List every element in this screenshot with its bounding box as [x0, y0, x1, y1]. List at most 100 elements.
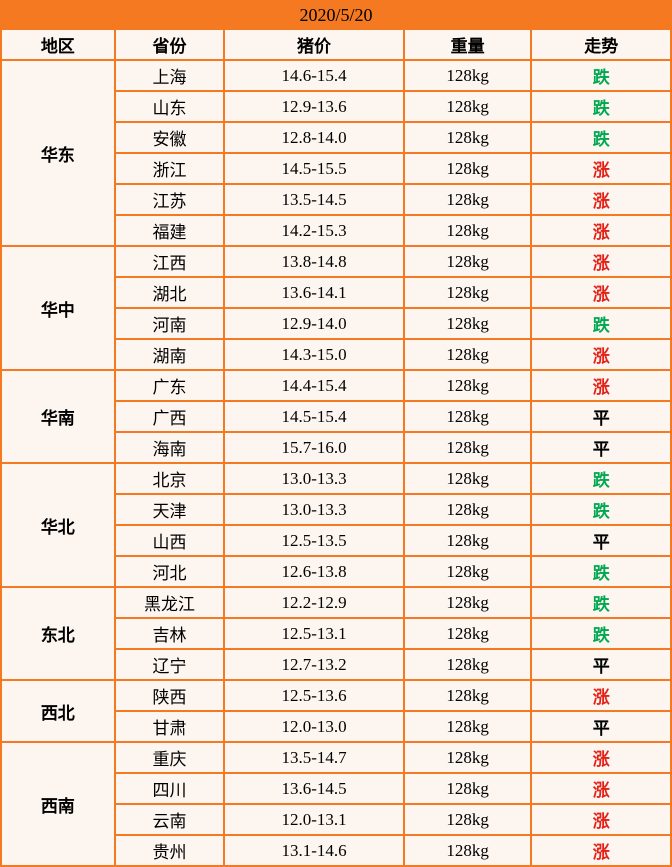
- price-cell: 12.8-14.0: [224, 122, 403, 153]
- province-cell: 江西: [115, 246, 225, 277]
- price-cell: 14.4-15.4: [224, 370, 403, 401]
- weight-cell: 128kg: [404, 835, 532, 866]
- trend-cell: 平: [531, 432, 671, 463]
- price-cell: 12.5-13.1: [224, 618, 403, 649]
- province-cell: 吉林: [115, 618, 225, 649]
- weight-cell: 128kg: [404, 649, 532, 680]
- trend-cell: 跌: [531, 91, 671, 122]
- price-cell: 14.6-15.4: [224, 60, 403, 91]
- region-cell: 华南: [1, 370, 115, 463]
- province-cell: 云南: [115, 804, 225, 835]
- table-row: 华中江西13.8-14.8128kg涨: [1, 246, 671, 277]
- trend-cell: 平: [531, 711, 671, 742]
- price-cell: 13.6-14.5: [224, 773, 403, 804]
- province-cell: 福建: [115, 215, 225, 246]
- table-row: 华南广东14.4-15.4128kg涨: [1, 370, 671, 401]
- province-cell: 浙江: [115, 153, 225, 184]
- header-region: 地区: [1, 29, 115, 60]
- province-cell: 黑龙江: [115, 587, 225, 618]
- province-cell: 贵州: [115, 835, 225, 866]
- region-cell: 东北: [1, 587, 115, 680]
- header-province: 省份: [115, 29, 225, 60]
- weight-cell: 128kg: [404, 370, 532, 401]
- weight-cell: 128kg: [404, 122, 532, 153]
- trend-cell: 跌: [531, 494, 671, 525]
- header-trend: 走势: [531, 29, 671, 60]
- price-cell: 12.7-13.2: [224, 649, 403, 680]
- province-cell: 广西: [115, 401, 225, 432]
- province-cell: 重庆: [115, 742, 225, 773]
- region-cell: 华东: [1, 60, 115, 246]
- trend-cell: 跌: [531, 463, 671, 494]
- price-cell: 12.5-13.5: [224, 525, 403, 556]
- trend-cell: 涨: [531, 277, 671, 308]
- trend-cell: 涨: [531, 370, 671, 401]
- province-cell: 安徽: [115, 122, 225, 153]
- price-cell: 13.5-14.7: [224, 742, 403, 773]
- price-cell: 12.6-13.8: [224, 556, 403, 587]
- trend-cell: 涨: [531, 339, 671, 370]
- weight-cell: 128kg: [404, 773, 532, 804]
- province-cell: 海南: [115, 432, 225, 463]
- price-cell: 13.0-13.3: [224, 494, 403, 525]
- weight-cell: 128kg: [404, 91, 532, 122]
- weight-cell: 128kg: [404, 246, 532, 277]
- header-row: 地区省份猪价重量走势: [1, 29, 671, 60]
- weight-cell: 128kg: [404, 618, 532, 649]
- province-cell: 甘肃: [115, 711, 225, 742]
- trend-cell: 跌: [531, 587, 671, 618]
- price-cell: 14.2-15.3: [224, 215, 403, 246]
- weight-cell: 128kg: [404, 277, 532, 308]
- region-cell: 西北: [1, 680, 115, 742]
- trend-cell: 涨: [531, 153, 671, 184]
- weight-cell: 128kg: [404, 463, 532, 494]
- trend-cell: 跌: [531, 60, 671, 91]
- province-cell: 辽宁: [115, 649, 225, 680]
- province-cell: 山东: [115, 91, 225, 122]
- price-cell: 12.0-13.1: [224, 804, 403, 835]
- date-cell: 2020/5/20: [1, 1, 671, 29]
- weight-cell: 128kg: [404, 339, 532, 370]
- price-cell: 12.2-12.9: [224, 587, 403, 618]
- province-cell: 湖北: [115, 277, 225, 308]
- weight-cell: 128kg: [404, 587, 532, 618]
- trend-cell: 跌: [531, 618, 671, 649]
- trend-cell: 涨: [531, 804, 671, 835]
- weight-cell: 128kg: [404, 60, 532, 91]
- weight-cell: 128kg: [404, 742, 532, 773]
- trend-cell: 涨: [531, 680, 671, 711]
- price-cell: 13.0-13.3: [224, 463, 403, 494]
- weight-cell: 128kg: [404, 680, 532, 711]
- price-cell: 12.5-13.6: [224, 680, 403, 711]
- weight-cell: 128kg: [404, 308, 532, 339]
- table-row: 华东上海14.6-15.4128kg跌: [1, 60, 671, 91]
- price-cell: 14.5-15.5: [224, 153, 403, 184]
- date-row: 2020/5/20: [1, 1, 671, 29]
- province-cell: 山西: [115, 525, 225, 556]
- province-cell: 江苏: [115, 184, 225, 215]
- province-cell: 湖南: [115, 339, 225, 370]
- trend-cell: 涨: [531, 773, 671, 804]
- trend-cell: 涨: [531, 835, 671, 866]
- trend-cell: 涨: [531, 184, 671, 215]
- province-cell: 北京: [115, 463, 225, 494]
- trend-cell: 跌: [531, 308, 671, 339]
- province-cell: 四川: [115, 773, 225, 804]
- province-cell: 河南: [115, 308, 225, 339]
- province-cell: 广东: [115, 370, 225, 401]
- trend-cell: 涨: [531, 215, 671, 246]
- weight-cell: 128kg: [404, 215, 532, 246]
- table-row: 西南重庆13.5-14.7128kg涨: [1, 742, 671, 773]
- price-cell: 12.9-14.0: [224, 308, 403, 339]
- trend-cell: 涨: [531, 246, 671, 277]
- trend-cell: 平: [531, 525, 671, 556]
- province-cell: 河北: [115, 556, 225, 587]
- weight-cell: 128kg: [404, 711, 532, 742]
- region-cell: 西南: [1, 742, 115, 866]
- trend-cell: 跌: [531, 122, 671, 153]
- price-cell: 12.0-13.0: [224, 711, 403, 742]
- weight-cell: 128kg: [404, 153, 532, 184]
- price-cell: 13.5-14.5: [224, 184, 403, 215]
- price-cell: 13.8-14.8: [224, 246, 403, 277]
- price-table: 2020/5/20地区省份猪价重量走势华东上海14.6-15.4128kg跌山东…: [0, 0, 672, 867]
